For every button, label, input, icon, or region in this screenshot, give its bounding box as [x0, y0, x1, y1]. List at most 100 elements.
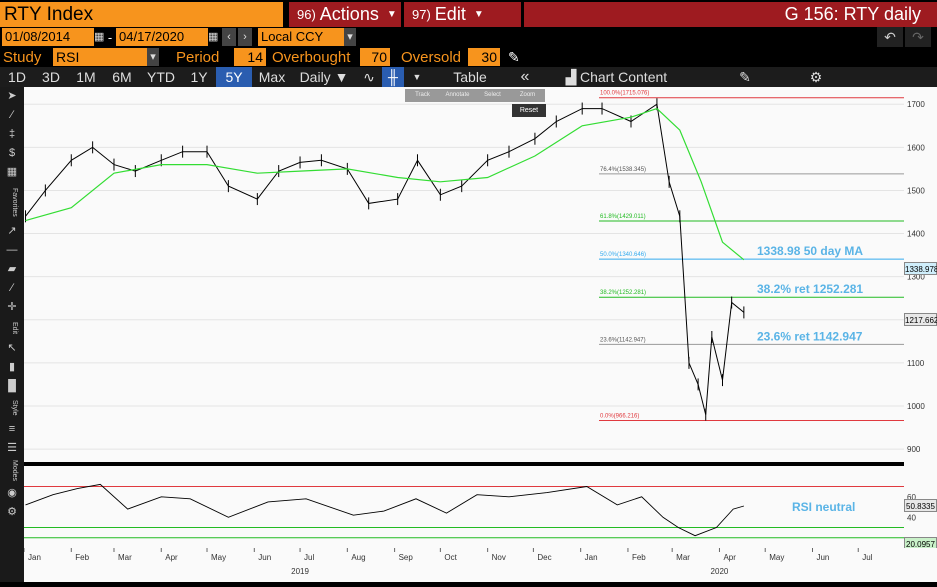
y-tick-label: 900	[907, 445, 921, 454]
calendar-icon[interactable]: ▦	[208, 28, 218, 46]
range-max[interactable]: Max	[258, 69, 286, 85]
ma-line	[25, 107, 745, 261]
pointer-icon[interactable]: ↖	[7, 342, 17, 354]
left-tool-strip: ➤ ∕ ‡ $ ▦ Favorites ↗ — ▰ ∕ ✛ Edit ↖ ▮ █…	[0, 87, 24, 582]
trash-icon[interactable]: ▮	[8, 361, 16, 373]
oversold-field[interactable]: 30	[468, 48, 500, 66]
chart-content-icon: ▟	[565, 69, 577, 85]
actions-label: Actions	[319, 3, 379, 24]
price-chart[interactable]: 100.0%(1715.076) 76.4%(1538.345) 61.8%(142…	[24, 87, 904, 462]
x-tick-label: Dec	[537, 553, 551, 562]
gear-icon[interactable]: ⚙	[809, 69, 823, 85]
overbought-field[interactable]: 70	[360, 48, 390, 66]
dollar-icon[interactable]: $	[8, 147, 16, 159]
minus-icon[interactable]: —	[6, 244, 18, 256]
text-size-icon[interactable]: ≡	[8, 423, 16, 435]
rsi-chart-panel[interactable]: RSI neutral	[24, 466, 904, 548]
fib-level-label: 100.0%(1715.076)	[600, 91, 649, 97]
table-button[interactable]: Table	[453, 69, 487, 85]
edit-chart-icon[interactable]: ✎	[739, 69, 751, 85]
range-ytd[interactable]: YTD	[147, 69, 175, 85]
range-3d[interactable]: 3D	[42, 69, 60, 85]
settings-small-icon[interactable]: ⚙	[7, 506, 17, 518]
y-tick-label: 1100	[907, 359, 925, 368]
bar-chart-icon[interactable]: ╫	[382, 67, 404, 87]
start-date-field[interactable]: 01/08/2014	[2, 28, 94, 46]
y-tick-label: 1000	[907, 402, 925, 411]
line-tool-icon[interactable]: ∕	[11, 109, 13, 121]
x-tick-label: May	[769, 553, 784, 562]
fib-level-label: 50.0%(1340.646)	[600, 252, 646, 258]
redo-icon[interactable]: ↷	[905, 27, 931, 47]
line-weight-icon[interactable]: ☰	[7, 442, 17, 454]
chevron-down-icon: ▼	[473, 8, 484, 20]
chart-content-button[interactable]: Chart Content	[580, 69, 668, 85]
rsi-last-tag: 50.8335	[904, 499, 937, 512]
chevron-down-icon[interactable]: ▼	[412, 72, 422, 82]
year-label: 2020	[711, 567, 729, 576]
study-bar: Study RSI ▾ Period 14 Overbought 70 Over…	[0, 47, 937, 67]
style-label: Style	[11, 400, 18, 416]
title-bar: RTY Index 96) Actions ▼ 97) Edit ▼ G 156…	[0, 0, 937, 27]
x-tick-label: Feb	[632, 553, 646, 562]
line-chart-icon[interactable]: ∿	[363, 69, 375, 85]
channel-tool-icon[interactable]: ▰	[7, 263, 17, 275]
x-tick-label: Jan	[28, 553, 41, 562]
date-bar: 01/08/2014 ▦ - 04/17/2020 ▦ ‹ › Local CC…	[0, 27, 937, 47]
range-6m[interactable]: 6M	[112, 69, 132, 85]
cursor-icon[interactable]: ➤	[7, 90, 17, 102]
chevron-down-icon[interactable]: ▾	[344, 28, 356, 46]
pencil-icon[interactable]: ✎	[508, 48, 520, 65]
range-1m[interactable]: 1M	[76, 69, 96, 85]
x-tick-label: Jun	[816, 553, 829, 562]
chevron-right-icon[interactable]: ›	[238, 28, 252, 46]
calendar-icon[interactable]: ▦	[94, 28, 104, 46]
pen-tool-icon[interactable]: ∕	[11, 282, 13, 294]
year-label: 2019	[291, 567, 309, 576]
y-tick-label: 1500	[907, 186, 925, 195]
select-tool[interactable]: Select	[484, 92, 501, 98]
range-1y[interactable]: 1Y	[190, 69, 208, 85]
color-swatch-icon[interactable]: █	[8, 380, 16, 392]
end-date-field[interactable]: 04/17/2020	[116, 28, 208, 46]
trend-tool-icon[interactable]: ↗	[7, 225, 17, 237]
chevron-left-icon[interactable]: ‹	[222, 28, 236, 46]
edit-menu[interactable]: 97) Edit ▼	[404, 1, 521, 27]
undo-icon[interactable]: ↶	[877, 27, 903, 47]
currency-select[interactable]: Local CCY	[258, 28, 344, 46]
ma-price-tag: 1338.978	[904, 262, 937, 275]
annotate-tool[interactable]: Annotate	[445, 92, 470, 98]
toolbar: 1D 3D 1M 6M YTD 1Y 5Y Max Daily ▼ ∿ ╫ ▼ …	[0, 67, 937, 87]
actions-menu[interactable]: 96) Actions ▼	[289, 1, 401, 27]
study-select[interactable]: RSI	[53, 48, 147, 66]
edit-num: 97)	[412, 6, 431, 22]
annotation-label: 1338.98 50 day MA	[757, 244, 863, 258]
mode-icon[interactable]: ◉	[7, 487, 17, 499]
date-separator: -	[107, 29, 113, 45]
rsi-chart[interactable]: RSI neutral	[24, 466, 904, 548]
frequency-select[interactable]: Daily ▼	[299, 69, 349, 85]
x-tick-label: Jan	[585, 553, 598, 562]
crosshair-icon[interactable]: ✛	[7, 301, 17, 313]
period-field[interactable]: 14	[234, 48, 266, 66]
x-tick-label: Oct	[444, 553, 457, 562]
x-tick-label: Apr	[165, 553, 178, 562]
edit-tools-label: Edit	[11, 321, 18, 335]
y-tick-label: 1400	[907, 230, 925, 239]
chevron-down-icon[interactable]: ▾	[147, 48, 159, 66]
ticker-field[interactable]: RTY Index	[0, 1, 283, 27]
track-tool[interactable]: Track	[415, 92, 430, 98]
zoom-tool[interactable]: Zoom	[519, 92, 536, 98]
period-label: Period	[176, 48, 220, 66]
favorites-label: Favorites	[11, 187, 18, 217]
price-chart-panel[interactable]: 100.0%(1715.076) 76.4%(1538.345) 61.8%(142…	[24, 87, 904, 462]
range-1d[interactable]: 1D	[8, 69, 26, 85]
reset-button[interactable]: Reset	[512, 104, 546, 117]
range-5y[interactable]: 5Y	[216, 67, 252, 87]
rsi-annotation: RSI neutral	[792, 500, 855, 514]
ticker-tool-icon[interactable]: ‡	[8, 128, 16, 140]
last-price-tag: 1217.662	[904, 313, 937, 326]
rsi-tick-label: 40	[907, 513, 916, 522]
collapse-icon[interactable]: «	[520, 68, 530, 85]
grid-tool-icon[interactable]: ▦	[6, 166, 18, 178]
